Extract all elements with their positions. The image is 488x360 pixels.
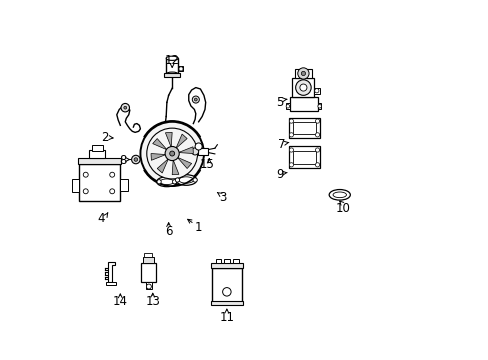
Bar (224, 259, 229, 263)
Polygon shape (178, 147, 193, 154)
Circle shape (131, 155, 140, 164)
Polygon shape (157, 159, 168, 173)
Circle shape (194, 98, 197, 101)
Circle shape (315, 148, 319, 152)
Text: 4: 4 (98, 212, 105, 225)
Polygon shape (151, 154, 165, 160)
Text: 5: 5 (276, 96, 283, 109)
Text: 10: 10 (335, 202, 350, 215)
Bar (233, 259, 238, 263)
Circle shape (315, 119, 319, 123)
Bar (292, 122, 315, 134)
Text: 14: 14 (113, 295, 127, 308)
Circle shape (289, 119, 293, 123)
Circle shape (301, 71, 305, 76)
Circle shape (121, 103, 129, 112)
Text: 6: 6 (164, 225, 172, 238)
Ellipse shape (166, 72, 178, 76)
Bar (215, 259, 221, 263)
Circle shape (109, 189, 114, 194)
Ellipse shape (332, 192, 346, 198)
Bar (313, 88, 319, 94)
Bar (294, 69, 311, 78)
Bar (288, 147, 320, 168)
Circle shape (140, 122, 203, 185)
Bar (292, 151, 315, 164)
Ellipse shape (166, 56, 178, 60)
Ellipse shape (175, 175, 197, 185)
Bar (79, 164, 120, 201)
Bar (105, 282, 116, 285)
Bar (317, 103, 321, 109)
Bar (164, 73, 180, 77)
Text: 13: 13 (145, 295, 160, 308)
Circle shape (299, 84, 306, 91)
Circle shape (289, 163, 293, 167)
Circle shape (123, 106, 126, 109)
Bar (288, 118, 320, 138)
Circle shape (289, 148, 293, 152)
Circle shape (157, 180, 161, 184)
Circle shape (83, 172, 88, 177)
Circle shape (83, 189, 88, 194)
Text: 15: 15 (200, 158, 214, 171)
Bar (212, 268, 242, 302)
Circle shape (192, 96, 199, 103)
Circle shape (172, 180, 176, 184)
Circle shape (285, 104, 289, 108)
Text: 8: 8 (119, 154, 126, 167)
Bar (210, 263, 243, 268)
Circle shape (175, 178, 179, 182)
Polygon shape (165, 132, 172, 147)
Circle shape (146, 128, 197, 179)
Circle shape (193, 178, 197, 182)
Circle shape (109, 172, 114, 177)
Circle shape (222, 288, 231, 296)
Polygon shape (107, 262, 115, 282)
Circle shape (317, 104, 321, 108)
Bar (292, 78, 314, 97)
Bar (289, 97, 317, 111)
Circle shape (297, 68, 308, 79)
Bar (142, 257, 154, 263)
Text: 11: 11 (219, 311, 234, 324)
Circle shape (165, 147, 179, 161)
Bar (198, 148, 207, 155)
Ellipse shape (328, 189, 349, 200)
Circle shape (195, 143, 202, 150)
Bar (144, 253, 152, 257)
Bar (210, 301, 243, 305)
Text: 7: 7 (277, 138, 285, 151)
Text: 2: 2 (101, 131, 109, 144)
Bar (178, 66, 183, 71)
Bar (141, 263, 156, 282)
Circle shape (314, 89, 318, 93)
Circle shape (191, 148, 198, 155)
Ellipse shape (179, 67, 183, 71)
Circle shape (169, 151, 174, 156)
Polygon shape (176, 134, 187, 148)
Text: 1: 1 (195, 221, 202, 234)
Circle shape (315, 163, 319, 167)
Ellipse shape (156, 177, 177, 187)
Polygon shape (172, 160, 179, 175)
Bar (89, 150, 105, 158)
Circle shape (134, 158, 137, 161)
Polygon shape (152, 139, 167, 150)
Bar (92, 145, 102, 151)
Text: 12: 12 (164, 54, 179, 67)
Bar (78, 158, 121, 164)
Bar (120, 179, 128, 191)
Bar (145, 282, 152, 289)
Bar (72, 179, 79, 192)
Bar (166, 58, 178, 74)
Circle shape (315, 133, 319, 137)
Circle shape (146, 284, 151, 289)
Text: 3: 3 (219, 191, 226, 204)
Circle shape (289, 133, 293, 137)
Text: 9: 9 (275, 168, 283, 181)
Bar (285, 103, 289, 109)
Circle shape (295, 80, 310, 95)
Polygon shape (177, 157, 191, 168)
